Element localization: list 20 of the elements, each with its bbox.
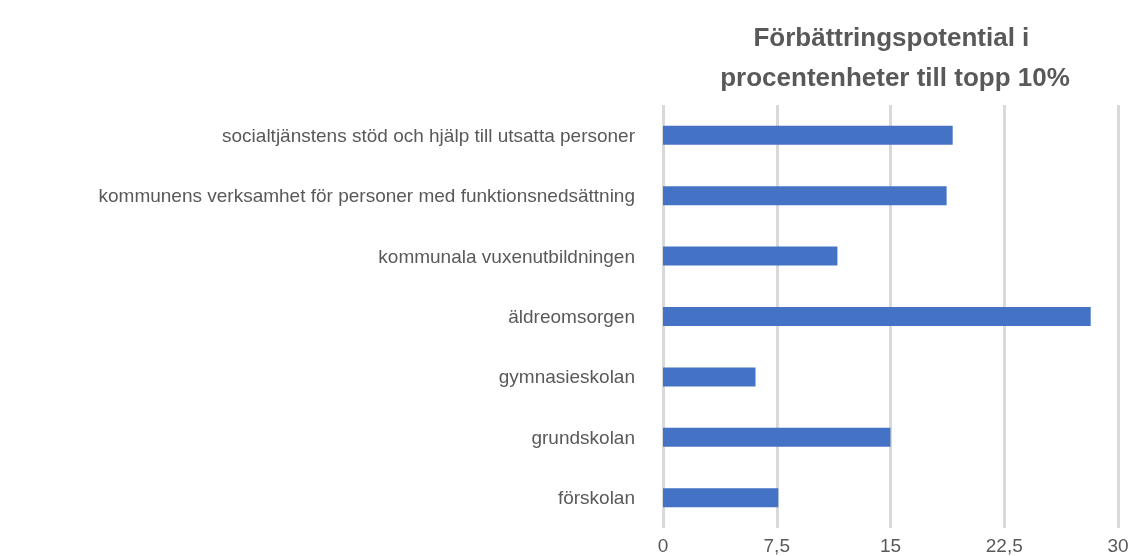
bar [663, 186, 947, 206]
y-tick-label: kommunens verksamhet för personer med funktionsnedsättning [98, 185, 635, 207]
bar [663, 246, 838, 266]
y-tick-label: grundskolan [531, 426, 635, 448]
y-tick-label: förskolan [557, 487, 635, 509]
bar [663, 488, 779, 508]
x-tick-label: 22,5 [985, 535, 1023, 556]
y-tick-label: gymnasieskolan [498, 366, 635, 388]
x-tick-label: 0 [657, 535, 669, 556]
y-tick-label: äldreomsorgen [508, 306, 635, 327]
bar [663, 125, 953, 145]
bar [663, 367, 756, 387]
x-tick-label: 15 [879, 535, 902, 556]
chart-title: Förbättringspotential i procentenheter till topp 10% [720, 22, 1070, 92]
x-tick-label: 7,5 [763, 535, 790, 556]
bar [663, 307, 1091, 326]
y-tick-label: kommunala vuxenutbildningen [378, 245, 635, 267]
y-tick-label: socialtjänstens stöd och hjälp till utsatta personer [222, 124, 636, 146]
x-tick-label: 30 [1107, 535, 1129, 556]
bar [663, 427, 891, 447]
